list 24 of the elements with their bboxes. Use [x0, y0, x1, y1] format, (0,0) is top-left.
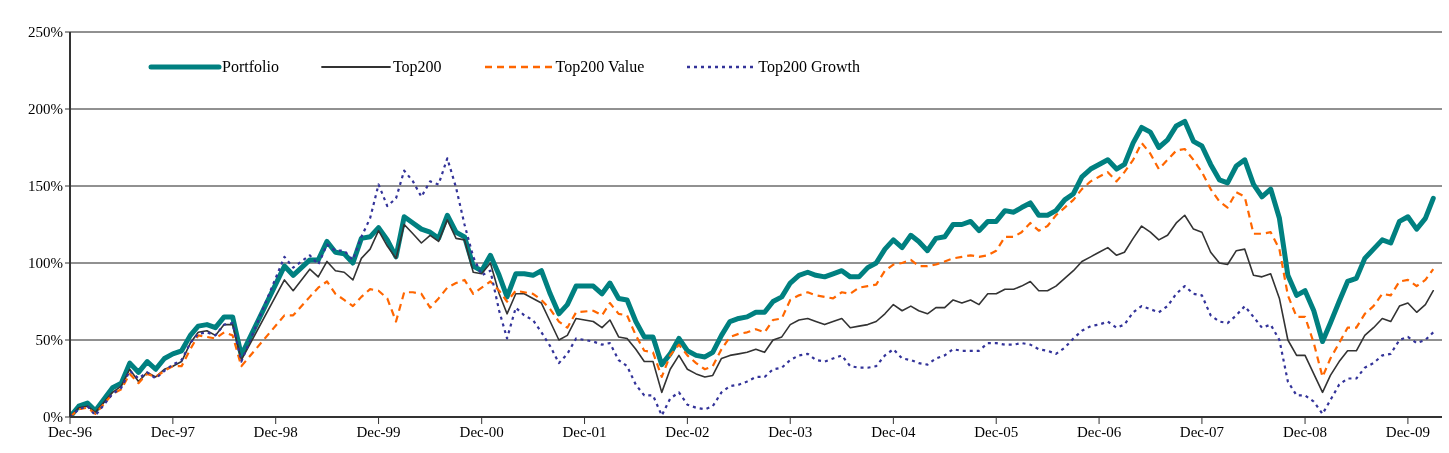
- legend-label: Top200 Value: [555, 58, 645, 76]
- x-tick-label: Dec-97: [150, 423, 196, 440]
- legend-label: Top200 Growth: [758, 58, 860, 76]
- x-tick-label: Dec-05: [974, 423, 1019, 440]
- y-tick-label: 150%: [28, 178, 63, 195]
- y-tick-label: 50%: [35, 332, 63, 349]
- x-tick-label: Dec-04: [871, 423, 916, 440]
- legend-label: Portfolio: [222, 58, 279, 76]
- x-tick-label: Dec-03: [768, 423, 813, 440]
- x-tick-label: Dec-09: [1385, 423, 1430, 440]
- x-tick-label: Dec-98: [253, 423, 298, 440]
- legend-label: Top200: [392, 58, 442, 76]
- x-tick-label: Dec-02: [665, 423, 710, 440]
- y-tick-label: 250%: [28, 24, 63, 41]
- x-tick-label: Dec-07: [1179, 423, 1225, 440]
- y-tick-label: 200%: [28, 101, 63, 118]
- x-tick-label: Dec-08: [1282, 423, 1328, 440]
- x-tick-label: Dec-01: [562, 423, 607, 440]
- x-tick-label: Dec-99: [356, 423, 401, 440]
- y-tick-label: 100%: [28, 255, 63, 272]
- x-tick-label: Dec-96: [47, 423, 93, 440]
- x-tick-label: Dec-00: [459, 423, 504, 440]
- y-tick-label: 0%: [43, 409, 63, 426]
- x-tick-label: Dec-06: [1076, 423, 1122, 440]
